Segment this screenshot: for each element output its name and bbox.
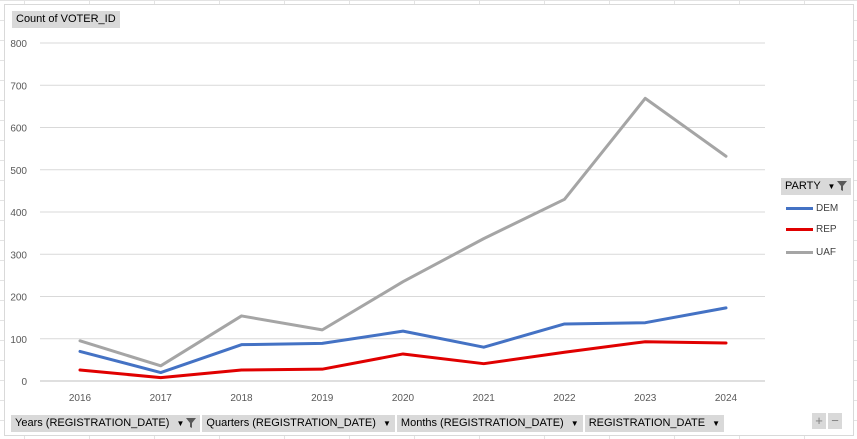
- axis-field-label: Months (REGISTRATION_DATE): [400, 417, 564, 429]
- y-tick-label: 600: [10, 124, 27, 135]
- pivot-chart-area[interactable]: [4, 4, 854, 436]
- y-tick-label: 200: [10, 293, 27, 304]
- legend-entry-uaf[interactable]: UAF: [786, 245, 836, 259]
- dropdown-arrow-icon: ▼: [712, 419, 721, 428]
- axis-field-buttons: Years (REGISTRATION_DATE) ▼ Quarters (RE…: [11, 413, 726, 432]
- x-tick-label: 2017: [150, 393, 173, 404]
- x-tick-label: 2022: [553, 393, 576, 404]
- y-tick-label: 800: [10, 39, 27, 50]
- value-field-button[interactable]: Count of VOTER_ID: [12, 11, 120, 28]
- legend-swatch: [786, 206, 813, 210]
- x-tick-label: 2019: [311, 393, 334, 404]
- dropdown-arrow-icon: ▼: [383, 419, 391, 428]
- axis-field-button-months[interactable]: Months (REGISTRATION_DATE) ▼: [396, 415, 583, 432]
- filter-icon: [186, 418, 197, 428]
- y-tick-label: 500: [10, 166, 27, 177]
- series-line-dem[interactable]: [78, 306, 728, 375]
- minus-icon: −: [831, 413, 839, 428]
- axis-field-button-years[interactable]: Years (REGISTRATION_DATE) ▼: [11, 415, 201, 432]
- axis-field-label: Years (REGISTRATION_DATE): [15, 417, 170, 429]
- legend-entry-rep[interactable]: REP: [786, 222, 837, 236]
- axis-field-button-quarters[interactable]: Quarters (REGISTRATION_DATE) ▼: [202, 415, 395, 432]
- expand-field-button[interactable]: +: [812, 413, 826, 429]
- axis-field-label: REGISTRATION_DATE: [588, 417, 706, 429]
- legend-label: REP: [816, 223, 837, 235]
- series-lines: [78, 96, 728, 380]
- y-tick-label: 0: [21, 377, 27, 388]
- collapse-field-button[interactable]: −: [828, 413, 842, 429]
- legend-label: DEM: [816, 202, 839, 214]
- x-tick-label: 2020: [392, 393, 415, 404]
- x-tick-label: 2016: [69, 393, 92, 404]
- y-tick-label: 100: [10, 335, 27, 346]
- legend-swatch: [786, 227, 813, 231]
- plus-icon: +: [815, 413, 823, 428]
- series-line-rep[interactable]: [78, 340, 728, 380]
- legend-entry-dem[interactable]: DEM: [786, 201, 838, 215]
- y-tick-label: 700: [10, 81, 27, 92]
- legend-field-button[interactable]: PARTY ▼: [781, 178, 852, 195]
- legend-label: UAF: [816, 246, 836, 258]
- x-tick-label: 2021: [473, 393, 496, 404]
- series-line-uaf[interactable]: [78, 96, 728, 368]
- y-axis-tick-labels: 0 100 200 300 400 500 600 700 800: [10, 39, 27, 388]
- axis-field-label: Quarters (REGISTRATION_DATE): [206, 417, 376, 429]
- dropdown-arrow-icon: ▼: [570, 419, 579, 428]
- gridlines: [40, 42, 765, 382]
- legend-swatch: [786, 250, 813, 254]
- filter-icon: [837, 181, 848, 191]
- x-axis-tick-labels: 2016 2017 2018 2019 2020 2021 2022 2023 2024: [69, 393, 738, 404]
- dropdown-arrow-icon: ▼: [827, 182, 836, 191]
- dropdown-arrow-icon: ▼: [176, 419, 185, 428]
- x-tick-label: 2023: [634, 393, 657, 404]
- x-tick-label: 2018: [230, 393, 253, 404]
- y-tick-label: 300: [10, 250, 27, 261]
- value-field-label: Count of VOTER_ID: [16, 13, 116, 25]
- y-tick-label: 400: [10, 208, 27, 219]
- legend-field-label: PARTY: [785, 180, 821, 192]
- x-tick-label: 2024: [715, 393, 738, 404]
- axis-field-button-registration-date[interactable]: REGISTRATION_DATE ▼: [584, 415, 725, 432]
